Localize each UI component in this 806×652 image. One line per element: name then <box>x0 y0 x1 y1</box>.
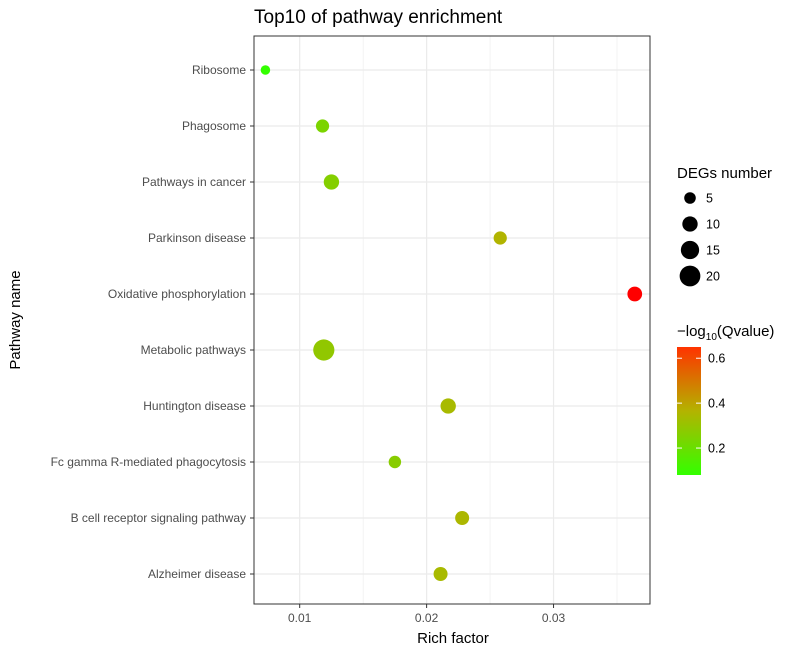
color-legend-title-sub: 10 <box>706 332 718 343</box>
size-legend-label: 10 <box>706 218 720 232</box>
color-legend-title-prefix: −log <box>677 323 706 340</box>
points-layer <box>260 65 643 582</box>
x-tick-label: 0.01 <box>288 611 312 625</box>
color-legend-title: −log10(Qvalue) <box>677 323 774 343</box>
x-tick-label: 0.02 <box>415 611 439 625</box>
size-legend-title: DEGs number <box>677 165 772 182</box>
y-tick-label: Oxidative phosphorylation <box>108 287 246 301</box>
y-tick-label: Alzheimer disease <box>148 567 246 581</box>
data-point <box>313 339 335 361</box>
x-tick-label: 0.03 <box>542 611 566 625</box>
data-point <box>493 231 507 245</box>
size-legend-label: 20 <box>706 270 720 284</box>
grid-layer <box>254 36 650 604</box>
size-legend-key <box>680 240 700 260</box>
panel-border <box>253 35 651 605</box>
data-point <box>315 119 330 133</box>
y-tick-label: Phagosome <box>182 119 246 133</box>
size-legend-label: 15 <box>706 244 720 258</box>
data-point <box>440 398 456 414</box>
color-legend-label: 0.6 <box>708 352 725 366</box>
y-tick-label: Parkinson disease <box>148 231 246 245</box>
color-legend-title-suffix: (Qvalue) <box>717 323 775 340</box>
size-legend-key <box>682 216 698 232</box>
y-axis: Ribosome Phagosome Pathways in cancer Parki… <box>51 63 254 581</box>
data-point <box>455 510 470 526</box>
x-axis: 0.01 0.02 0.03 <box>288 604 566 625</box>
size-legend-key <box>684 192 696 204</box>
size-legend-label: 5 <box>706 192 713 206</box>
y-tick-label: Pathways in cancer <box>142 175 246 189</box>
data-point <box>388 455 402 469</box>
color-legend: −log10(Qvalue) 0.2 0.4 0.6 <box>677 323 774 475</box>
color-legend-bar <box>677 347 701 475</box>
data-point <box>433 566 448 582</box>
chart-title: Top10 of pathway enrichment <box>254 7 503 28</box>
size-legend: DEGs number 5 10 15 20 <box>677 165 772 287</box>
color-legend-label: 0.4 <box>708 397 725 411</box>
y-tick-label: Ribosome <box>192 63 246 77</box>
y-tick-label: Fc gamma R-mediated phagocytosis <box>51 455 246 469</box>
y-tick-label: Metabolic pathways <box>141 343 246 357</box>
data-point <box>260 65 271 75</box>
y-tick-label: B cell receptor signaling pathway <box>71 511 246 525</box>
color-legend-label: 0.2 <box>708 442 725 456</box>
x-axis-title: Rich factor <box>417 630 489 647</box>
data-point <box>323 174 340 190</box>
y-tick-label: Huntington disease <box>143 399 246 413</box>
size-legend-key <box>679 265 701 287</box>
data-point <box>627 286 643 302</box>
y-axis-title: Pathway name <box>7 270 24 369</box>
